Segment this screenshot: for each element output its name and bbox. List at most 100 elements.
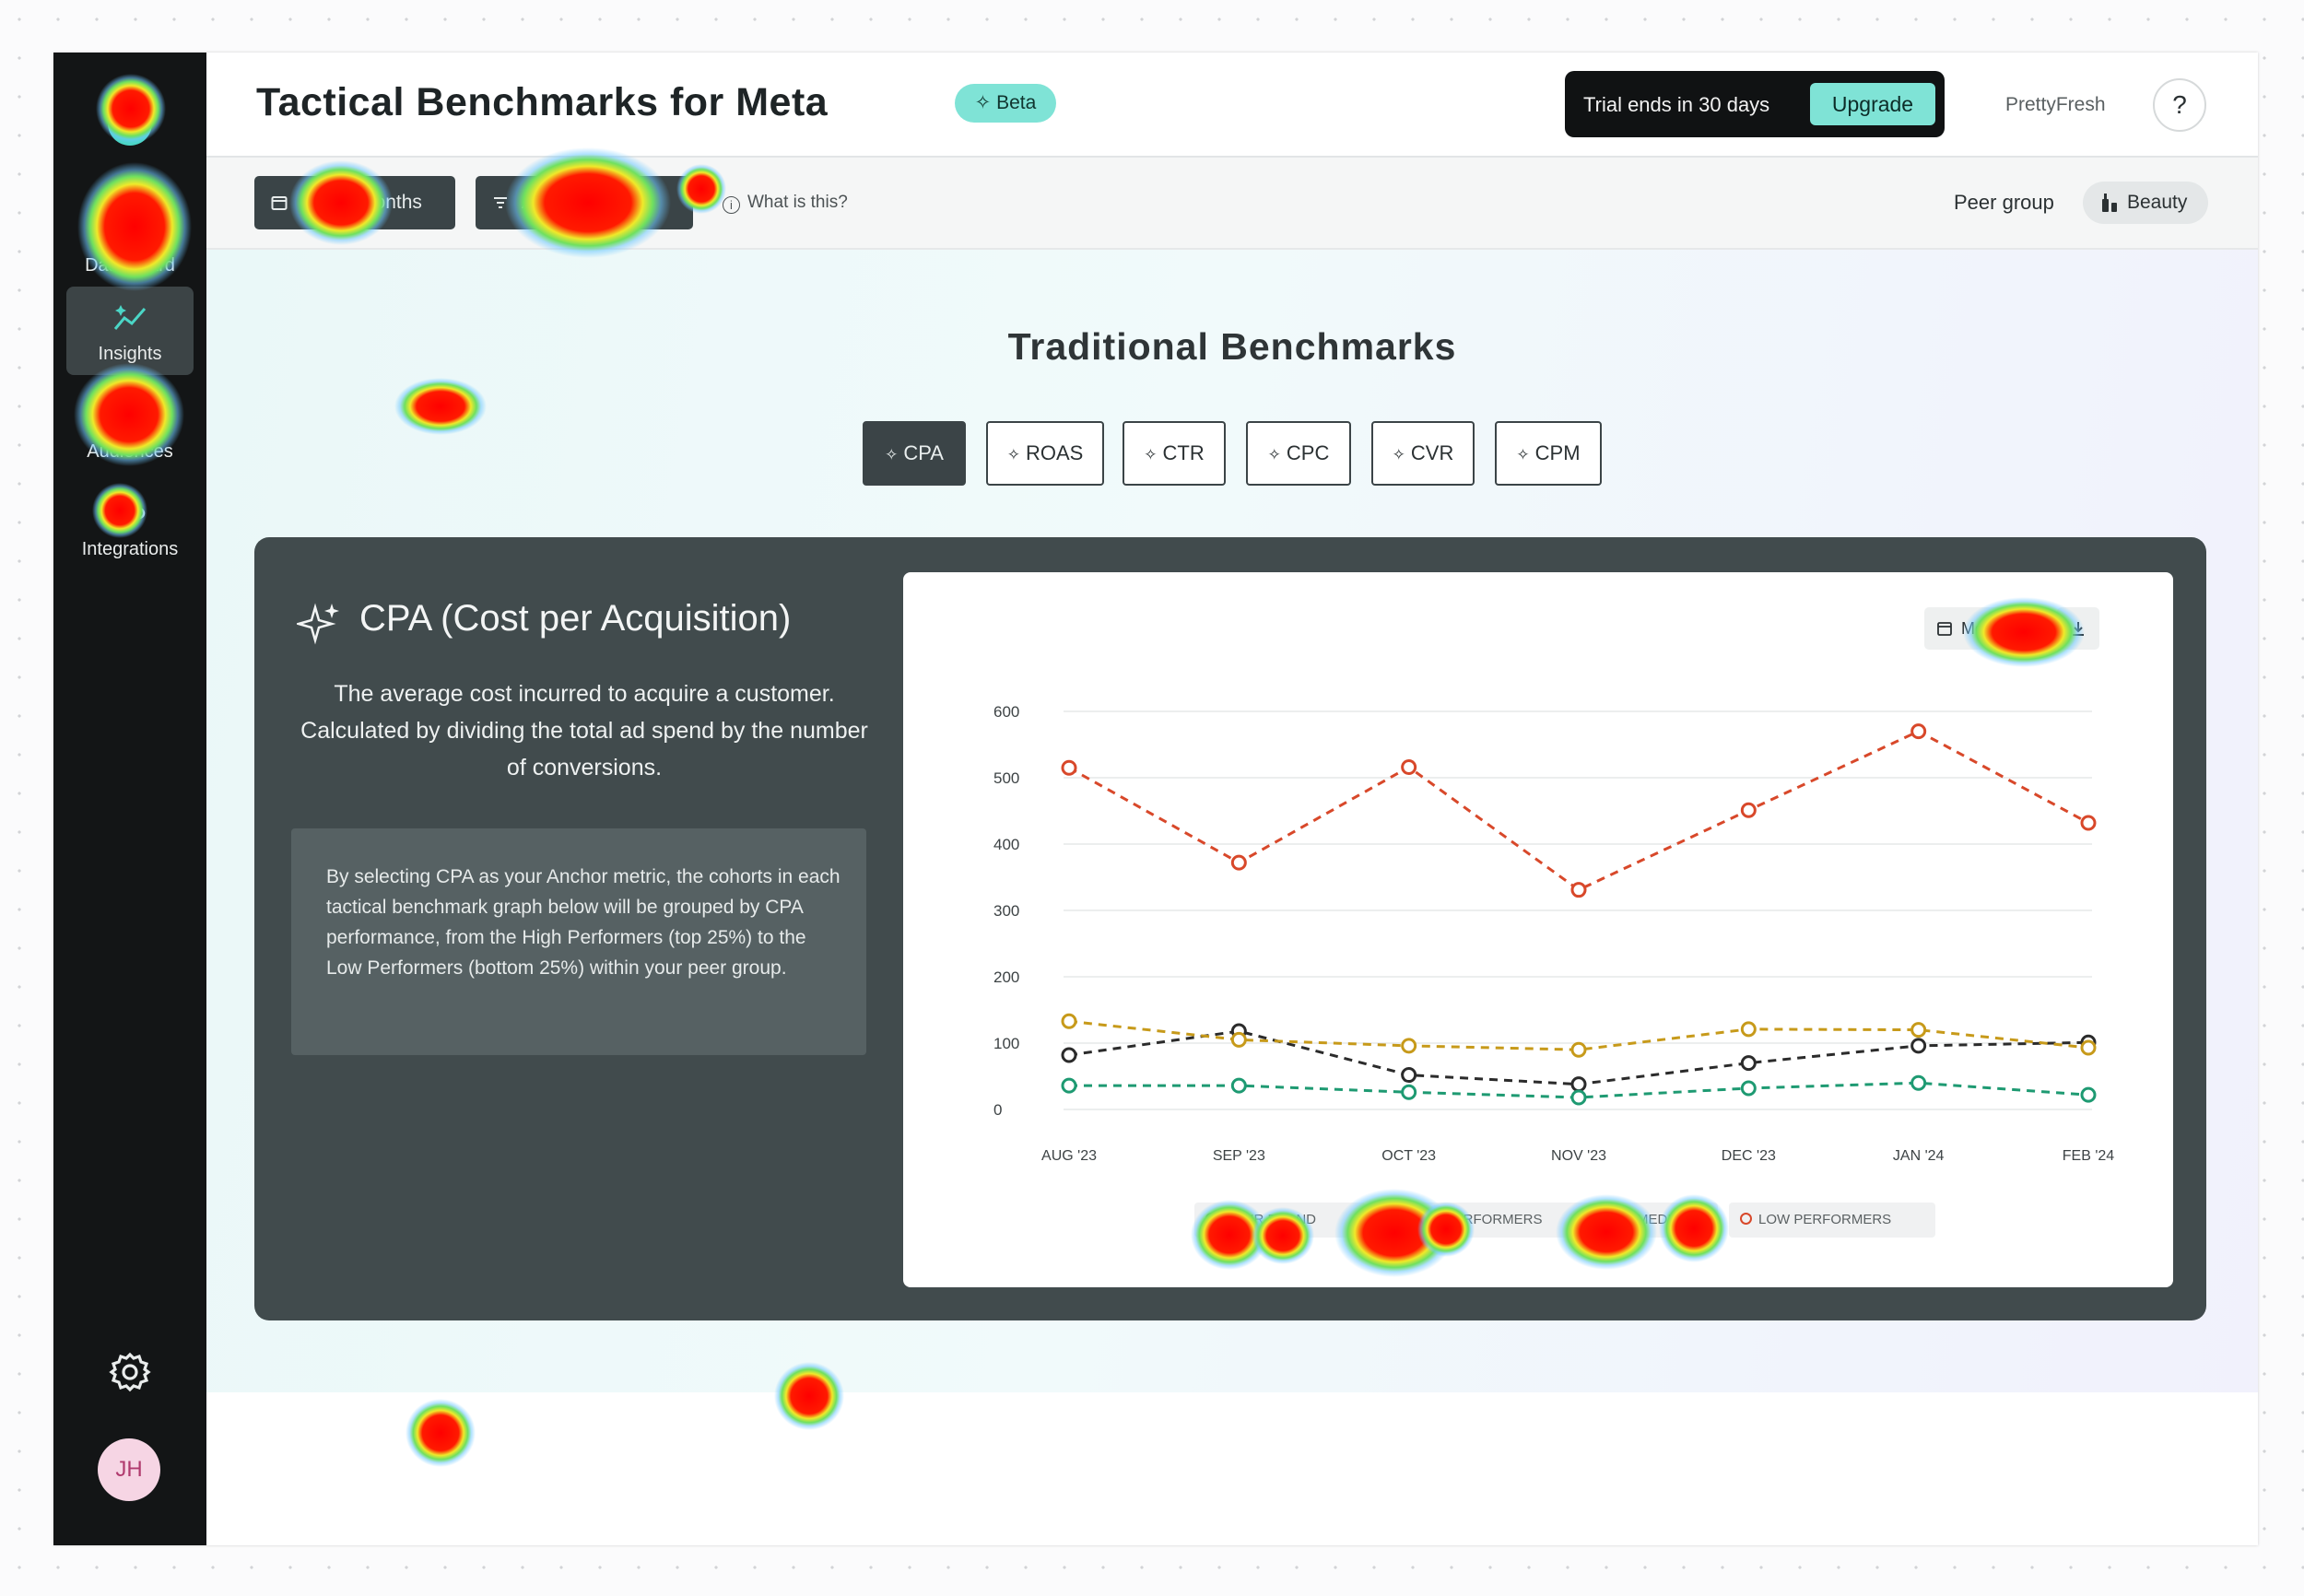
- legend-item-median[interactable]: MEDIAN: [1607, 1203, 1718, 1238]
- tab-label: CVR: [1410, 441, 1454, 464]
- filter-icon: [494, 197, 507, 208]
- data-point: [1740, 1055, 1757, 1072]
- audiences-icon: [112, 403, 144, 429]
- granularity-button[interactable]: Monthly: [1924, 607, 2044, 650]
- anchor-note: By selecting CPA as your Anchor metric, …: [291, 828, 866, 1055]
- legend-item-low-performers[interactable]: LOW PERFORMERS: [1729, 1203, 1935, 1238]
- sparkle-icon: ✧: [1006, 446, 1020, 464]
- y-tick-label: 200: [993, 968, 1019, 986]
- legend-label: YOUR BRAND: [1224, 1212, 1317, 1227]
- sparkle-icon: [297, 603, 339, 645]
- data-point: [1910, 1022, 1927, 1039]
- main-content: Traditional Benchmarks ✧ CPA ✧ ROAS ✧ CTR ✧…: [206, 250, 2258, 1392]
- anchor-metric-label: Anchor: CPA: [522, 192, 632, 213]
- sparkle-icon: ✧: [974, 92, 997, 113]
- upgrade-button[interactable]: Upgrade: [1810, 83, 1935, 125]
- date-range-button[interactable]: Last 6 months: [254, 176, 455, 229]
- tab-roas[interactable]: ✧ ROAS: [986, 421, 1104, 486]
- data-point: [2080, 1086, 2097, 1103]
- sidebar-item-dashboard[interactable]: Dashboard: [66, 198, 194, 287]
- x-tick-label: DEC '23: [1722, 1148, 1776, 1164]
- legend-label: HIGH PERFORMERS: [1406, 1212, 1543, 1227]
- download-button[interactable]: [2057, 607, 2099, 650]
- y-tick-label: 500: [993, 769, 1019, 787]
- trial-banner: Trial ends in 30 days Upgrade: [1565, 71, 1945, 137]
- x-tick-label: SEP '23: [1213, 1148, 1265, 1164]
- tab-label: CPM: [1534, 441, 1581, 464]
- tab-label: CTR: [1162, 441, 1205, 464]
- data-point: [1740, 802, 1757, 818]
- data-point: [1910, 723, 1927, 740]
- sparkle-icon: ✧: [1144, 446, 1158, 464]
- header: Tactical Benchmarks for Meta ✧ Beta Tria…: [206, 53, 2258, 158]
- data-point: [1570, 1041, 1587, 1058]
- data-point: [1230, 1031, 1247, 1048]
- dashboard-icon: [115, 215, 145, 244]
- data-point: [1910, 1038, 1927, 1054]
- data-point: [1061, 1013, 1077, 1029]
- legend-marker: [1618, 1213, 1630, 1225]
- chart-panel: 0 100 200 300 400 500 600 AUG '23 SEP '23 OCT '23…: [903, 572, 2173, 1287]
- sidebar-item-audiences[interactable]: Audiences: [66, 384, 194, 473]
- account-name[interactable]: PrettyFresh: [2005, 94, 2106, 115]
- data-point: [1061, 1047, 1077, 1063]
- data-point: [1570, 882, 1587, 898]
- tab-cpc[interactable]: ✧ CPC: [1246, 421, 1351, 486]
- sparkle-icon: ✧: [885, 446, 899, 464]
- tab-label: CPA: [903, 441, 944, 464]
- series-line: [1068, 729, 2089, 892]
- peer-group-label: Peer group: [1954, 191, 2054, 214]
- sidebar-item-label: Integrations: [81, 539, 179, 559]
- tab-cvr[interactable]: ✧ CVR: [1371, 421, 1475, 486]
- help-button[interactable]: ?: [2153, 78, 2206, 132]
- data-point: [1401, 758, 1417, 775]
- y-tick-label: 600: [993, 703, 1019, 721]
- legend-item-high-performers[interactable]: HIGH PERFORMERS: [1377, 1203, 1596, 1238]
- x-tick-label: AUG '23: [1041, 1148, 1097, 1164]
- download-icon: [2073, 622, 2084, 636]
- y-tick-label: 300: [993, 902, 1019, 920]
- sparkle-icon: ✧: [1516, 446, 1530, 464]
- legend-marker: [1740, 1213, 1752, 1225]
- sidebar-item-integrations[interactable]: Integrations: [66, 482, 194, 570]
- beauty-icon: [2102, 194, 2117, 212]
- sidebar-item-label: Audiences: [87, 441, 173, 462]
- y-tick-label: 100: [993, 1035, 1019, 1052]
- cpa-line-chart: 0 100 200 300 400 500 600 AUG '23 SEP '23 OCT '23…: [993, 703, 2114, 1164]
- metric-description: The average cost incurred to acquire a c…: [300, 681, 868, 780]
- anchor-metric-button[interactable]: Anchor: CPA: [476, 176, 693, 229]
- app-logo-icon[interactable]: [90, 84, 170, 163]
- user-avatar[interactable]: JH: [98, 1438, 160, 1501]
- gear-icon[interactable]: [107, 1349, 153, 1395]
- data-point: [1740, 1080, 1757, 1097]
- sparkle-icon: ✧: [1392, 446, 1405, 464]
- peer-group-chip[interactable]: Beauty: [2083, 182, 2208, 224]
- granularity-label: Monthly: [1961, 619, 2020, 638]
- date-range-label: Last 6 months: [300, 192, 422, 213]
- x-tick-label: JAN '24: [1893, 1148, 1945, 1164]
- tab-cpa[interactable]: ✧ CPA: [863, 421, 966, 486]
- legend-item-your-brand[interactable]: YOUR BRAND: [1194, 1203, 1366, 1238]
- x-tick-label: OCT '23: [1381, 1148, 1436, 1164]
- tab-label: ROAS: [1025, 441, 1084, 464]
- sparkle-icon: ✧: [1267, 446, 1281, 464]
- beta-badge: ✧ Beta: [955, 84, 1056, 123]
- tab-cpm[interactable]: ✧ CPM: [1495, 421, 1602, 486]
- trial-text: Trial ends in 30 days: [1583, 93, 1770, 116]
- sidebar-item-label: Insights: [98, 344, 162, 364]
- insights-icon: [113, 305, 147, 330]
- sidebar-item-insights[interactable]: Insights: [66, 287, 194, 375]
- metric-title-text: CPA (Cost per Acquisition): [359, 598, 792, 639]
- data-point: [2080, 1039, 2097, 1056]
- tab-label: CPC: [1286, 441, 1330, 464]
- data-point: [1401, 1084, 1417, 1100]
- data-point: [1061, 1077, 1077, 1094]
- legend-label: LOW PERFORMERS: [1758, 1212, 1892, 1227]
- integrations-icon: [114, 507, 146, 520]
- data-point: [1910, 1074, 1927, 1091]
- tab-ctr[interactable]: ✧ CTR: [1123, 421, 1226, 486]
- what-is-this-link[interactable]: i What is this?: [723, 193, 848, 214]
- legend-marker: [1388, 1213, 1400, 1225]
- anchor-note-text: By selecting CPA as your Anchor metric, …: [326, 866, 840, 979]
- page-title: Tactical Benchmarks for Meta: [256, 80, 829, 124]
